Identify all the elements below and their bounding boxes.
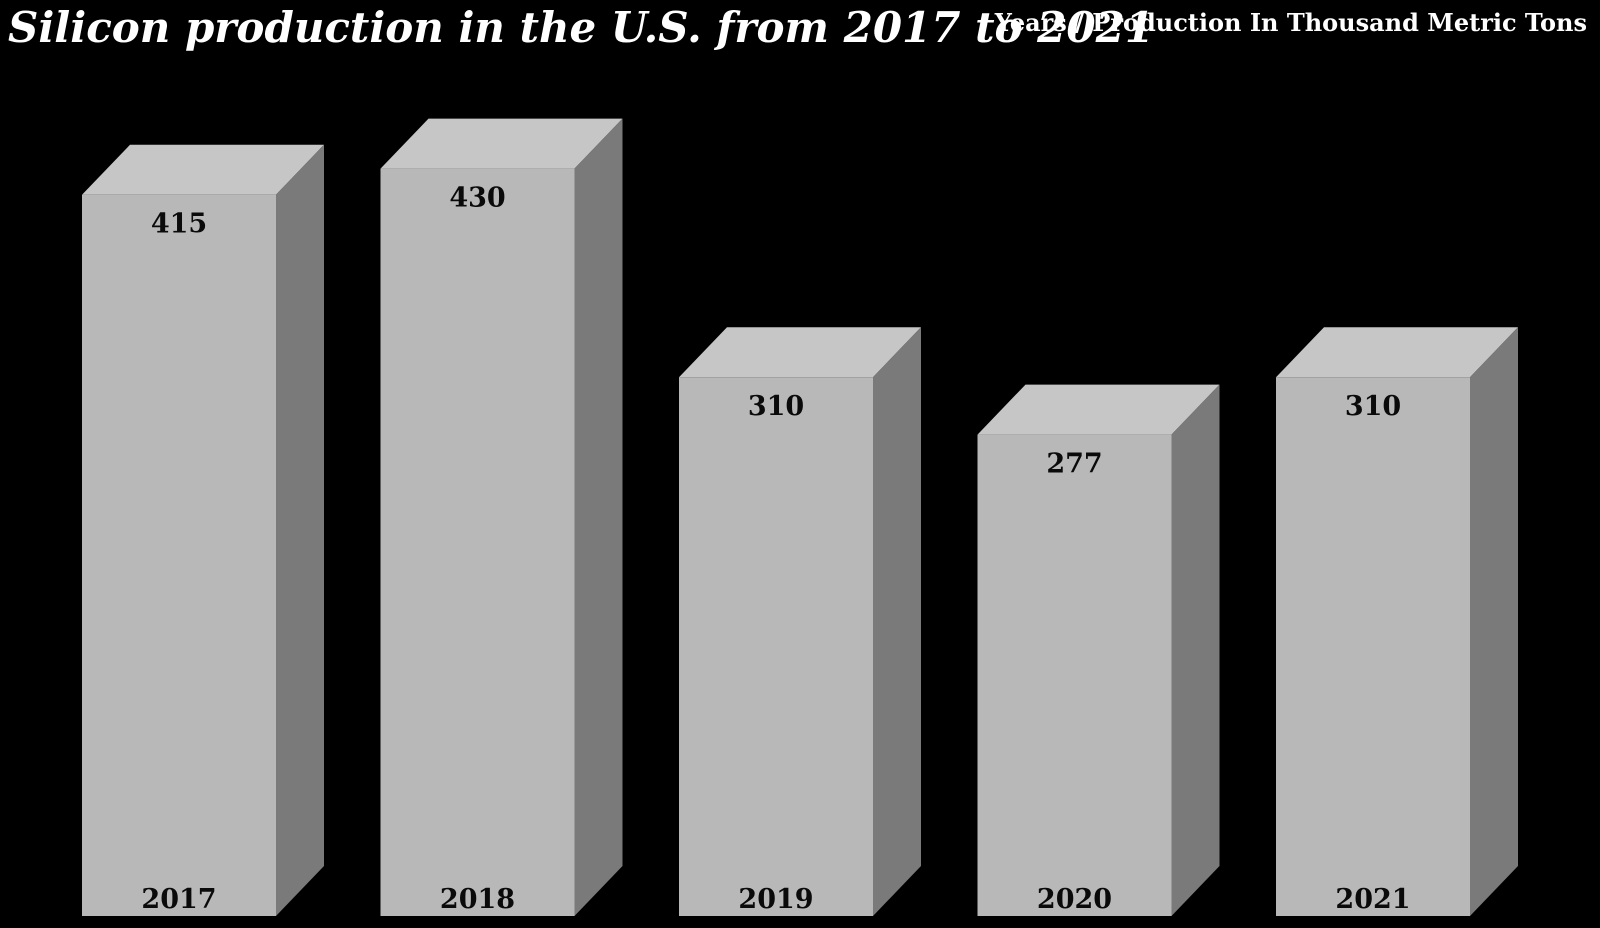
bar-front-face-2017 (82, 194, 276, 917)
bar-year-label-2019: 2019 (738, 884, 813, 915)
bar-front-face-2018 (380, 168, 575, 916)
bar-side-face-2018 (574, 118, 623, 916)
bar-group-2020: 277 2020 (977, 384, 1220, 917)
bar-side-face-2019 (873, 327, 921, 917)
bar-side-face-2021 (1470, 327, 1518, 917)
bar-front-face-2019 (679, 377, 873, 917)
bar-group-2018: 430 2018 (380, 118, 623, 916)
bar-year-label-2020: 2020 (1037, 884, 1112, 915)
bar-top-face-2017 (82, 144, 324, 195)
bar-value-label-2017: 415 (151, 209, 207, 240)
chart-title: Silicon production in the U.S. from 2017… (8, 3, 1155, 52)
axis-note-label: Years / Production In Thousand Metric To… (994, 8, 1587, 37)
bar-value-label-2019: 310 (748, 391, 804, 422)
bar-year-label-2021: 2021 (1335, 884, 1410, 915)
bar-group-2017: 415 2017 (82, 144, 324, 917)
bar-top-face-2020 (977, 384, 1220, 435)
bar-group-2019: 310 2019 (679, 327, 921, 917)
bar-front-face-2020 (977, 434, 1172, 916)
bar-top-face-2018 (380, 118, 623, 169)
bar-top-face-2021 (1276, 327, 1518, 378)
bar-value-label-2021: 310 (1345, 391, 1401, 422)
bar-group-2021: 310 2021 (1276, 327, 1518, 917)
bar-side-face-2017 (276, 144, 324, 917)
bar-top-face-2019 (679, 327, 921, 378)
bar-side-face-2020 (1171, 384, 1220, 917)
bar-front-face-2021 (1276, 377, 1470, 917)
bar-year-label-2018: 2018 (440, 884, 515, 915)
bar-value-label-2018: 430 (449, 183, 505, 214)
bar-value-label-2020: 277 (1046, 449, 1102, 480)
bar-year-label-2017: 2017 (141, 884, 216, 915)
